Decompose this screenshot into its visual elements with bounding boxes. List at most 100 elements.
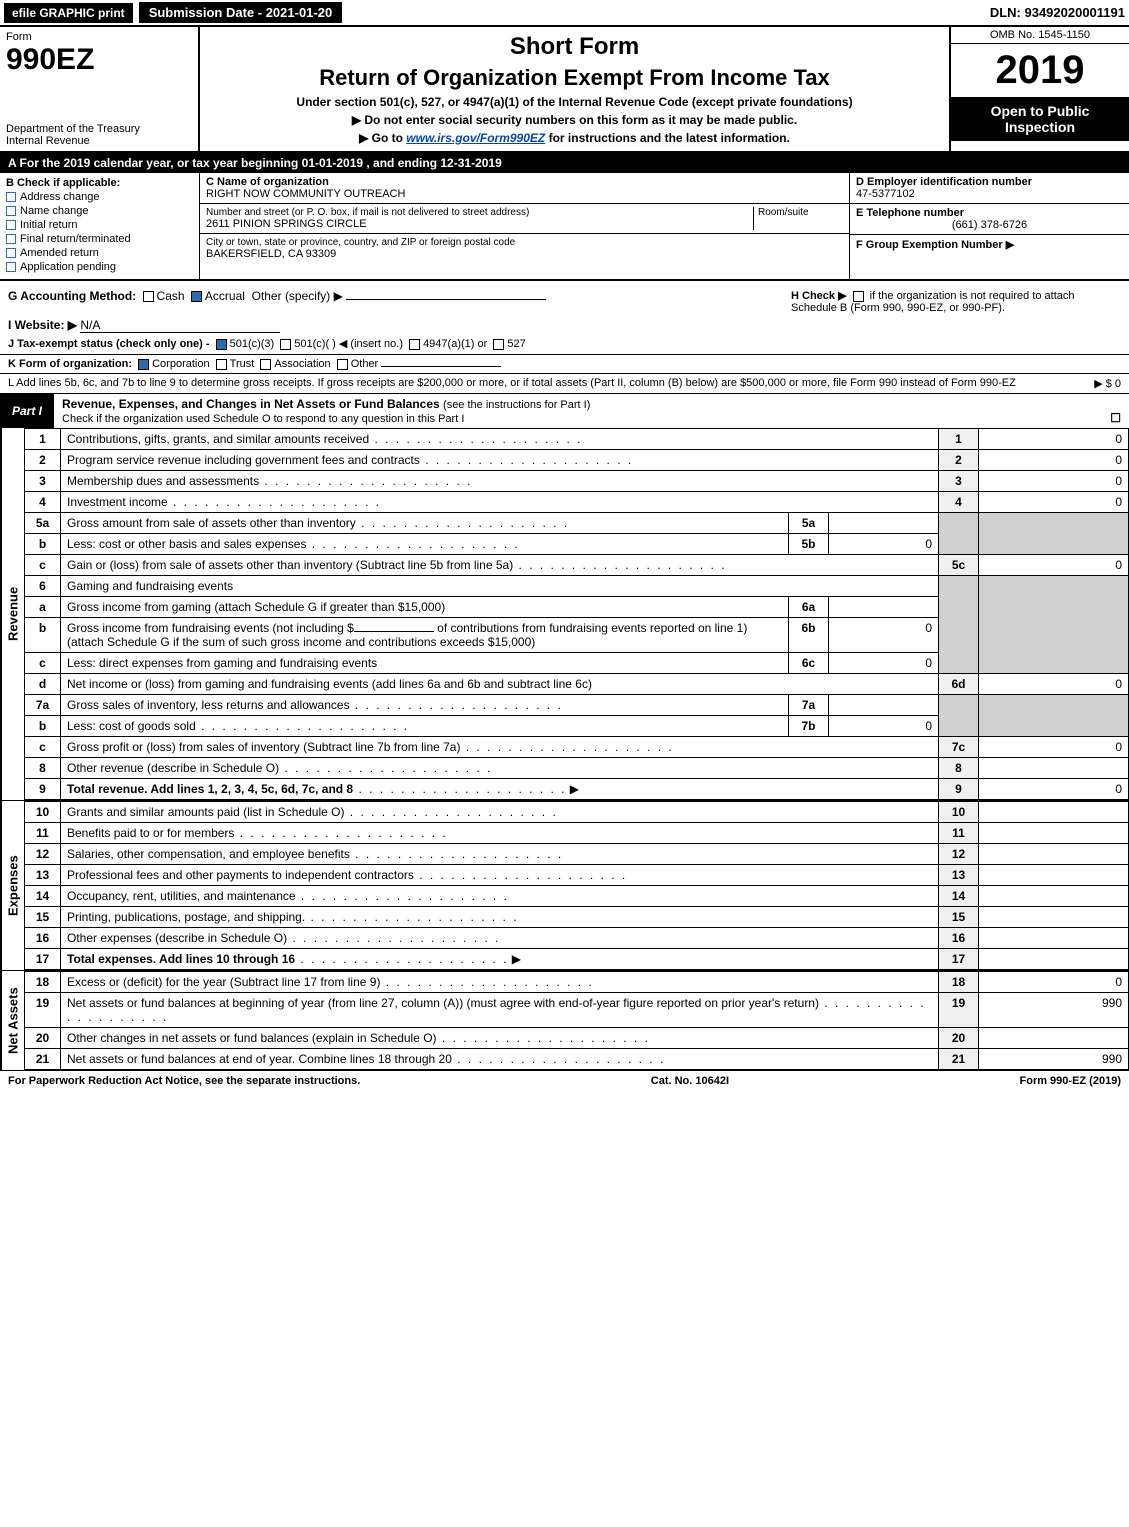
row-5c: cGain or (loss) from sale of assets othe… [25,555,1129,576]
line-g: G Accounting Method: Cash Accrual Other … [8,289,791,314]
chk-name-change[interactable]: Name change [6,205,193,217]
street-address: 2611 PINION SPRINGS CIRCLE [206,218,753,230]
page-footer: For Paperwork Reduction Act Notice, see … [0,1071,1129,1091]
form-header: Form 990EZ Department of the Treasury In… [0,27,1129,153]
street-label: Number and street (or P. O. box, if mail… [206,207,753,218]
row-11: 11Benefits paid to or for members11 [25,823,1129,844]
row-20: 20Other changes in net assets or fund ba… [25,1028,1129,1049]
row-6d: dNet income or (loss) from gaming and fu… [25,674,1129,695]
row-10: 10Grants and similar amounts paid (list … [25,802,1129,823]
chk-501c3[interactable] [216,339,227,350]
net-assets-section: Net Assets 18Excess or (deficit) for the… [0,971,1129,1071]
open-to-public: Open to Public Inspection [951,97,1129,141]
chk-sched-b[interactable] [853,291,864,302]
line-j: J Tax-exempt status (check only one) - 5… [8,337,1121,350]
cat-no: Cat. No. 10642I [651,1075,729,1087]
chk-other-org[interactable] [337,359,348,370]
row-21: 21Net assets or fund balances at end of … [25,1049,1129,1070]
form-word: Form [6,31,192,43]
paperwork-notice: For Paperwork Reduction Act Notice, see … [8,1075,360,1087]
chk-assoc[interactable] [260,359,271,370]
line-i: I Website: ▶ N/A [8,318,1121,333]
row-7c: cGross profit or (loss) from sales of in… [25,737,1129,758]
entity-info-block: B Check if applicable: Address change Na… [0,173,1129,281]
box-c: C Name of organization RIGHT NOW COMMUNI… [200,173,849,279]
line-l-amount: ▶ $ 0 [1086,377,1121,390]
part1-title: Revenue, Expenses, and Changes in Net As… [62,397,440,411]
part1-sub: (see the instructions for Part I) [443,399,590,411]
chk-application-pending[interactable]: Application pending [6,261,193,273]
subtitle: Under section 501(c), 527, or 4947(a)(1)… [210,95,939,109]
row-1: 1Contributions, gifts, grants, and simil… [25,429,1129,450]
row-13: 13Professional fees and other payments t… [25,865,1129,886]
tax-year: 2019 [951,44,1129,97]
row-16: 16Other expenses (describe in Schedule O… [25,928,1129,949]
row-15: 15Printing, publications, postage, and s… [25,907,1129,928]
form-number: 990EZ [6,43,192,77]
row-12: 12Salaries, other compensation, and empl… [25,844,1129,865]
form-ref: Form 990-EZ (2019) [1020,1075,1121,1087]
line-l: L Add lines 5b, 6c, and 7b to line 9 to … [0,374,1129,394]
goto-pre: ▶ Go to [359,131,406,145]
chk-corp[interactable] [138,359,149,370]
row-8: 8Other revenue (describe in Schedule O)8 [25,758,1129,779]
part1-check-text: Check if the organization used Schedule … [62,413,464,425]
chk-final-return[interactable]: Final return/terminated [6,233,193,245]
expenses-section: Expenses 10Grants and similar amounts pa… [0,801,1129,971]
part1-checkbox[interactable]: ☐ [1110,411,1121,425]
f-group-label: F Group Exemption Number ▶ [856,238,1123,251]
ein-value: 47-5377102 [856,188,1123,200]
chk-4947[interactable] [409,339,420,350]
irs-link[interactable]: www.irs.gov/Form990EZ [406,131,545,145]
room-suite-label: Room/suite [753,207,843,230]
efile-print-button[interactable]: efile GRAPHIC print [4,3,133,23]
irs-label: Internal Revenue [6,135,192,147]
website-value: N/A [80,318,280,333]
row-5a: 5aGross amount from sale of assets other… [25,513,1129,534]
row-6: 6Gaming and fundraising events [25,576,1129,597]
line-h: H Check ▶ if the organization is not req… [791,289,1121,314]
revenue-tab: Revenue [0,428,24,800]
part1-header: Part I Revenue, Expenses, and Changes in… [0,394,1129,428]
row-17: 17Total expenses. Add lines 10 through 1… [25,949,1129,970]
row-18: 18Excess or (deficit) for the year (Subt… [25,972,1129,993]
row-14: 14Occupancy, rent, utilities, and mainte… [25,886,1129,907]
row-19: 19Net assets or fund balances at beginni… [25,993,1129,1028]
chk-initial-return[interactable]: Initial return [6,219,193,231]
box-b: B Check if applicable: Address change Na… [0,173,200,279]
row-7a: 7aGross sales of inventory, less returns… [25,695,1129,716]
phone-value: (661) 378-6726 [856,219,1123,231]
chk-address-change[interactable]: Address change [6,191,193,203]
revenue-section: Revenue 1Contributions, gifts, grants, a… [0,428,1129,801]
row-4: 4Investment income40 [25,492,1129,513]
row-9: 9Total revenue. Add lines 1, 2, 3, 4, 5c… [25,779,1129,800]
short-form-title: Short Form [210,33,939,61]
chk-amended[interactable]: Amended return [6,247,193,259]
e-phone-label: E Telephone number [856,207,1123,219]
dept-treasury: Department of the Treasury [6,123,192,135]
top-bar: efile GRAPHIC print Submission Date - 20… [0,0,1129,27]
return-title: Return of Organization Exempt From Incom… [210,65,939,91]
chk-527[interactable] [493,339,504,350]
goto-line: ▶ Go to www.irs.gov/Form990EZ for instru… [210,131,939,145]
org-name: RIGHT NOW COMMUNITY OUTREACH [206,188,843,200]
city-state-zip: BAKERSFIELD, CA 93309 [206,248,843,260]
dln-label: DLN: 93492020001191 [990,5,1125,20]
row-3: 3Membership dues and assessments30 [25,471,1129,492]
chk-trust[interactable] [216,359,227,370]
chk-501c[interactable] [280,339,291,350]
expenses-tab: Expenses [0,801,24,970]
tax-year-bar: A For the 2019 calendar year, or tax yea… [0,153,1129,173]
d-ein-label: D Employer identification number [856,176,1123,188]
box-def: D Employer identification number 47-5377… [849,173,1129,279]
net-assets-tab: Net Assets [0,971,24,1070]
chk-cash[interactable] [143,291,154,302]
ghij-block: G Accounting Method: Cash Accrual Other … [0,281,1129,355]
goto-post: for instructions and the latest informat… [545,131,790,145]
city-label: City or town, state or province, country… [206,237,843,248]
ssn-notice: ▶ Do not enter social security numbers o… [210,113,939,127]
box-b-title: B Check if applicable: [6,177,193,189]
submission-date: Submission Date - 2021-01-20 [139,2,343,23]
chk-accrual[interactable] [191,291,202,302]
row-2: 2Program service revenue including gover… [25,450,1129,471]
